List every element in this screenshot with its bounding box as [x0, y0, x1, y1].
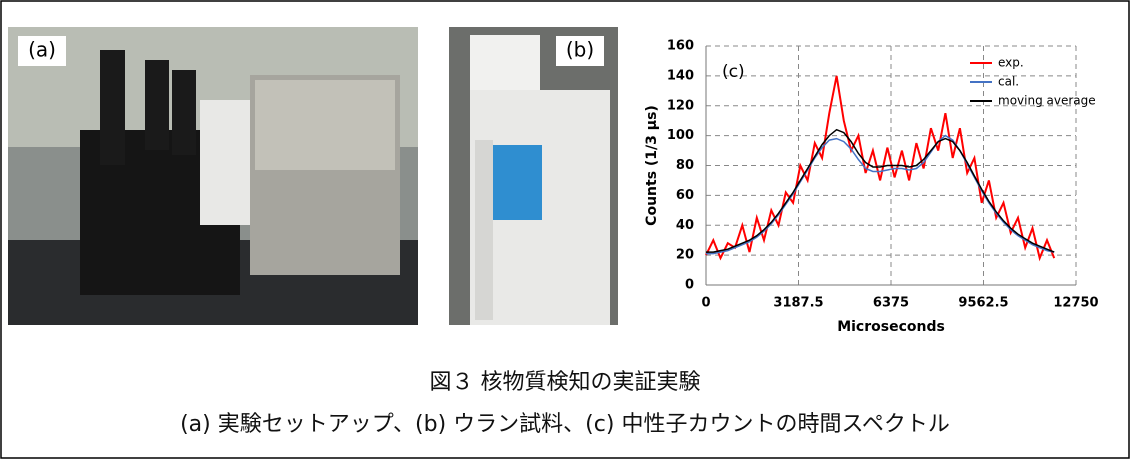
y-tick-label: 60: [676, 188, 694, 203]
series-line: [706, 136, 1054, 254]
x-tick-label: 12750: [1053, 296, 1098, 311]
y-axis-label: Counts (1/3 μs): [644, 105, 660, 226]
x-tick-label: 0: [701, 296, 710, 311]
y-tick-label: 140: [667, 68, 694, 83]
panel-label: (a): [28, 38, 56, 62]
y-tick-label: 80: [676, 158, 694, 173]
x-tick-label: 3187.5: [773, 296, 823, 311]
legend-label: moving average: [998, 94, 1096, 108]
y-tick-label: 120: [667, 98, 694, 113]
photo-a: (a): [8, 27, 418, 325]
legend-label: cal.: [998, 75, 1019, 89]
legend-label: exp.: [998, 56, 1024, 70]
caption-title: 図３ 核物質検知の実証実験: [430, 370, 701, 395]
chart: 0 20 40 60 80 100 120 140 160 0 3187.5 6375 9562.5 12…: [644, 39, 1099, 336]
figure: (a) (b) 図３ 核物質検知の実証実験 (a) 実験セットアップ、(b) ウ…: [0, 0, 1130, 459]
annotation: (c): [722, 62, 745, 82]
y-tick-label: 20: [676, 248, 694, 263]
y-tick-label: 100: [667, 128, 694, 143]
panel-label: (b): [566, 38, 594, 62]
y-tick-label: 40: [676, 218, 694, 233]
photo-b: (b): [449, 27, 618, 325]
x-axis-label: Microseconds: [837, 319, 945, 335]
y-tick-label: 160: [667, 39, 694, 54]
x-tick-label: 9562.5: [958, 296, 1008, 311]
y-tick-label: 0: [685, 278, 694, 293]
series-line: [706, 130, 1054, 252]
x-tick-label: 6375: [873, 296, 909, 311]
caption-subtitle: (a) 実験セットアップ、(b) ウラン試料、(c) 中性子カウントの時間スペク…: [180, 412, 950, 437]
figure-canvas: (a) (b) 図３ 核物質検知の実証実験 (a) 実験セットアップ、(b) ウ…: [0, 0, 1130, 459]
